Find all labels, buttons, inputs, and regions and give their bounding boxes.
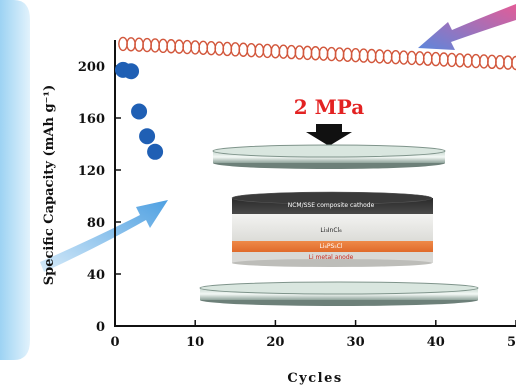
data-point-open	[422, 51, 433, 66]
anode-label: Li metal anode	[309, 254, 354, 261]
data-point-filled	[139, 128, 156, 145]
top-plate	[212, 144, 446, 169]
data-point-open	[230, 42, 241, 57]
data-point-open	[438, 52, 449, 67]
y-tick-label: 120	[78, 164, 105, 179]
data-point-open	[262, 43, 273, 59]
data-point-open	[470, 53, 481, 69]
y-tick-label: 80	[87, 216, 105, 231]
data-point-open	[430, 51, 441, 67]
data-point-open	[446, 52, 457, 68]
data-point-open	[454, 53, 465, 68]
data-point-open	[487, 54, 497, 70]
data-point-open	[286, 44, 297, 60]
pressure-label: 2 MPa	[294, 95, 365, 119]
x-tick-label: 40	[427, 335, 445, 350]
data-point-filled	[131, 103, 148, 120]
data-point-open	[302, 45, 313, 61]
x-tick-label: 10	[186, 335, 204, 350]
cell-stack: NCM/SSE composite cathode Li₃InCl₆ Li₆PS…	[231, 191, 433, 267]
data-point-open	[366, 48, 377, 64]
side-panel	[0, 0, 30, 360]
pressure-arrow	[306, 124, 352, 146]
x-tick-label: 0	[110, 335, 119, 350]
data-point-open	[374, 49, 385, 64]
data-point-open	[495, 55, 505, 70]
data-point-open	[382, 49, 393, 64]
data-point-open	[462, 53, 473, 68]
data-marks	[115, 36, 516, 160]
data-point-open	[214, 41, 225, 56]
y-tick-label: 0	[96, 320, 105, 335]
y-tick-label: 40	[87, 268, 105, 283]
data-point-open	[142, 37, 152, 53]
x-axis-title: Cycles	[287, 371, 342, 386]
data-point-filled	[123, 63, 140, 80]
data-point-open	[158, 38, 169, 54]
data-point-open	[126, 37, 136, 52]
data-point-open	[198, 40, 209, 55]
data-point-filled	[147, 143, 164, 160]
data-point-open	[479, 54, 489, 69]
data-point-open	[294, 45, 305, 60]
y-tick-label: 200	[78, 60, 105, 75]
cathode-label: NCM/SSE composite cathode	[288, 202, 375, 209]
data-point-open	[414, 51, 425, 66]
data-point-open	[310, 46, 321, 61]
y-axis-title: Specific Capacity (mAh g⁻¹)	[42, 85, 57, 285]
x-tick-label: 20	[266, 335, 284, 350]
data-point-open	[318, 46, 329, 61]
data-point-open	[390, 49, 401, 65]
curved-arrow-right	[418, 4, 516, 50]
x-tick-label: 5	[507, 335, 516, 350]
data-point-open	[398, 50, 409, 65]
bottom-plate	[199, 281, 479, 306]
data-point-open	[182, 39, 193, 55]
data-point-open	[326, 46, 337, 62]
data-point-open	[238, 42, 249, 57]
axes	[114, 40, 516, 327]
data-point-open	[406, 50, 417, 66]
data-point-open	[134, 37, 144, 52]
data-point-open	[270, 44, 281, 59]
data-point-open	[342, 47, 353, 63]
data-point-open	[278, 44, 289, 59]
data-point-open	[350, 48, 361, 63]
data-point-open	[334, 47, 345, 62]
data-point-open	[503, 55, 513, 70]
y-tick-label: 160	[78, 112, 105, 127]
x-tick-label: 30	[347, 335, 365, 350]
data-point-open	[150, 38, 161, 53]
data-point-open	[118, 36, 128, 52]
data-point-open	[222, 41, 233, 57]
cell-schematic: 2 MPa NCM/SSE composite cathode Li₃InCl₆…	[199, 95, 479, 306]
argyrodite-label: Li₆PS₅Cl	[319, 243, 342, 250]
data-point-open	[166, 39, 177, 54]
data-point-open	[206, 40, 217, 56]
data-point-open	[358, 48, 369, 63]
data-point-open	[174, 39, 185, 54]
data-point-open	[254, 43, 265, 58]
data-point-open	[511, 55, 516, 71]
curved-arrow-left	[40, 200, 168, 272]
data-point-open	[190, 40, 201, 55]
halide-label: Li₃InCl₆	[320, 227, 342, 234]
data-point-open	[246, 42, 257, 58]
